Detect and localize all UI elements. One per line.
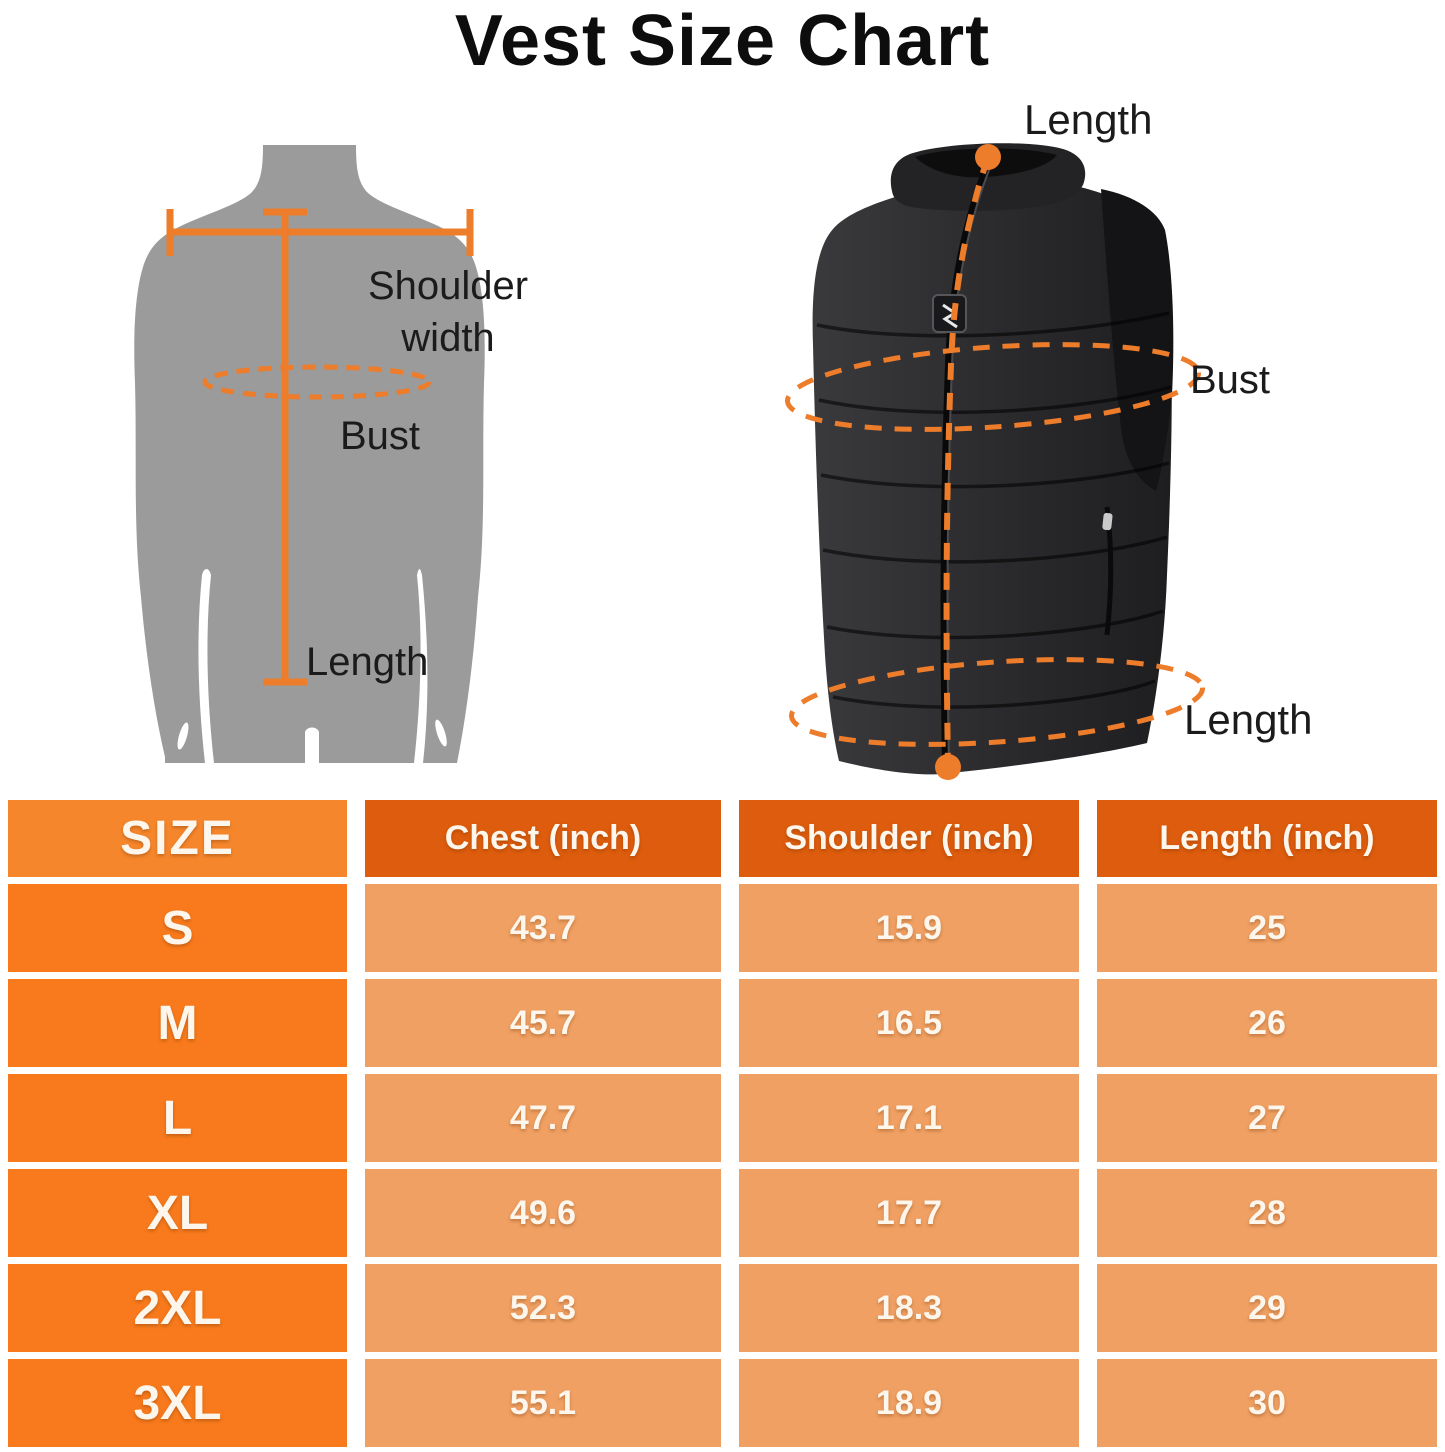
length-label-body: Length <box>306 640 429 684</box>
length-label-vest-bottom: Length <box>1184 696 1313 743</box>
cell-3xl-length: 30 <box>1097 1359 1437 1447</box>
page-title: Vest Size Chart <box>454 1 991 81</box>
pocket-zipper-pull <box>1102 512 1113 531</box>
row-label-m: M <box>8 979 347 1067</box>
bust-dashed-ellipse <box>202 364 432 400</box>
shoulder-width-label: Shoulder width <box>367 264 529 360</box>
cell-m-length: 26 <box>1097 979 1437 1067</box>
cell-xl-length: 28 <box>1097 1169 1437 1257</box>
arm-gap-left <box>198 569 214 763</box>
bust-label-body: Bust <box>340 414 421 458</box>
vest-figure <box>784 143 1206 780</box>
row-label-2xl: 2XL <box>8 1264 347 1352</box>
cell-l-chest: 47.7 <box>365 1074 721 1162</box>
vest-hem-dashed-ellipse <box>788 657 1206 747</box>
cell-s-chest: 43.7 <box>365 884 721 972</box>
logo-patch <box>932 294 967 333</box>
arm-gap-right <box>414 569 428 763</box>
col-header-length: Length (inch) <box>1097 800 1437 877</box>
cell-2xl-chest: 52.3 <box>365 1264 721 1352</box>
length-label-vest-top: Length <box>1024 96 1153 143</box>
cell-3xl-chest: 55.1 <box>365 1359 721 1447</box>
cell-m-chest: 45.7 <box>365 979 721 1067</box>
cell-2xl-shoulder: 18.3 <box>739 1264 1079 1352</box>
body-back-silhouette-figure <box>134 145 485 763</box>
hand-notch-left <box>177 722 189 750</box>
cell-s-length: 25 <box>1097 884 1437 972</box>
bust-label-vest: Bust <box>1190 358 1271 402</box>
cell-2xl-length: 29 <box>1097 1264 1437 1352</box>
col-header-shoulder: Shoulder (inch) <box>739 800 1079 877</box>
cell-m-shoulder: 16.5 <box>739 979 1079 1067</box>
row-label-3xl: 3XL <box>8 1359 347 1447</box>
body-silhouette <box>134 145 485 763</box>
length-start-dot <box>975 144 1001 170</box>
vest-length-dashed-line <box>943 156 991 766</box>
row-label-xl: XL <box>8 1169 347 1257</box>
cell-xl-chest: 49.6 <box>365 1169 721 1257</box>
size-table: SIZE Chest (inch) Shoulder (inch) Length… <box>8 800 1437 1447</box>
cell-l-shoulder: 17.1 <box>739 1074 1079 1162</box>
row-label-l: L <box>8 1074 347 1162</box>
row-label-s: S <box>8 884 347 972</box>
col-header-size: SIZE <box>8 800 347 877</box>
logo-glyph <box>942 303 958 329</box>
cell-xl-shoulder: 17.7 <box>739 1169 1079 1257</box>
cell-3xl-shoulder: 18.9 <box>739 1359 1079 1447</box>
cell-s-shoulder: 15.9 <box>739 884 1079 972</box>
quilt-seams <box>816 311 1172 709</box>
length-end-dot <box>935 754 961 780</box>
col-header-chest: Chest (inch) <box>365 800 721 877</box>
vest-armhole-panel <box>1101 189 1174 491</box>
hand-notch-right <box>435 719 447 747</box>
cell-l-length: 27 <box>1097 1074 1437 1162</box>
